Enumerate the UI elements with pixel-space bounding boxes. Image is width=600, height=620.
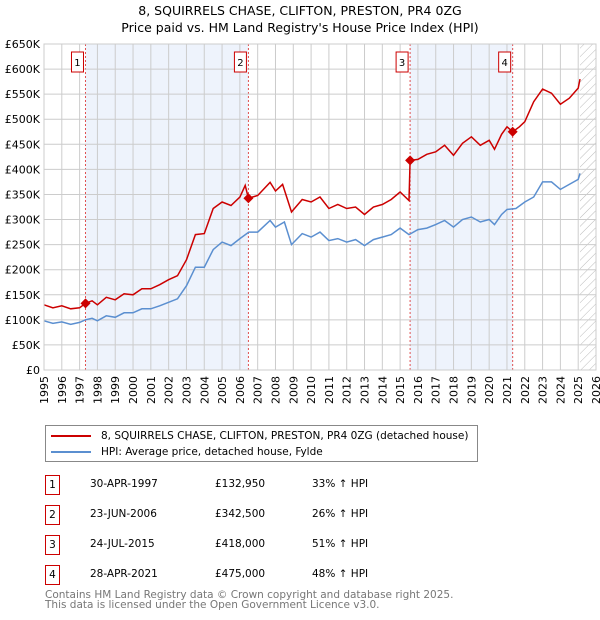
x-tick-label: 2001	[145, 376, 158, 404]
x-tick-label: 2024	[554, 376, 567, 404]
x-tick-label: 2009	[287, 376, 300, 404]
price-chart: 1 2 3 4 1995 1996 1997 1998 1999 2000 2001 2002 2003…	[5, 38, 600, 404]
y-tick-label: £200K	[5, 264, 41, 277]
x-tick-label: 2010	[305, 376, 318, 404]
legend-swatch-blue	[51, 451, 91, 453]
sale-point	[507, 126, 518, 137]
x-tick-label: 1997	[74, 376, 87, 404]
legend-label: 8, SQUIRRELS CHASE, CLIFTON, PRESTON, PR…	[101, 430, 469, 442]
legend-item-hpi: HPI: Average price, detached house, Fyld…	[51, 446, 323, 458]
transaction-row: 1 30-APR-1997 £132,950 33% ↑ HPI	[45, 475, 445, 495]
sale-point	[243, 193, 254, 204]
x-tick-label: 1999	[109, 376, 122, 404]
transaction-row: 2 23-JUN-2006 £342,500 26% ↑ HPI	[45, 505, 445, 525]
footer-copyright: Contains HM Land Registry data © Crown c…	[45, 589, 454, 601]
x-tick-label: 2018	[448, 376, 461, 404]
x-tick-label: 2008	[269, 376, 282, 404]
chart-subtitle: Price paid vs. HM Land Registry's House …	[121, 20, 479, 35]
footer-licence: This data is licensed under the Open Gov…	[45, 599, 380, 611]
x-tick-label: 2005	[216, 376, 229, 404]
x-tick-label: 2000	[127, 376, 140, 404]
transaction-hpi-change: 48% ↑ HPI	[312, 568, 369, 580]
x-tick-label: 2011	[323, 376, 336, 404]
x-tick-label: 2006	[234, 376, 247, 404]
transaction-price: £418,000	[215, 538, 266, 550]
hpi-line	[43, 173, 581, 326]
transaction-row: 4 28-APR-2021 £475,000 48% ↑ HPI	[45, 565, 445, 585]
x-tick-label: 1995	[38, 376, 51, 404]
sale-label: 3	[399, 58, 405, 69]
transaction-hpi-change: 51% ↑ HPI	[312, 538, 369, 550]
transaction-number-badge: 1	[45, 475, 60, 495]
y-tick-label: £350K	[5, 188, 41, 201]
legend-item-property: 8, SQUIRRELS CHASE, CLIFTON, PRESTON, PR…	[51, 430, 468, 442]
transaction-number-badge: 3	[45, 535, 60, 555]
transaction-date: 28-APR-2021	[90, 568, 158, 580]
sale-label-box	[498, 51, 512, 73]
x-tick-label: 2007	[252, 376, 265, 404]
transaction-row: 3 24-JUL-2015 £418,000 51% ↑ HPI	[45, 535, 445, 555]
plot-frame	[43, 43, 597, 371]
shaded-period	[85, 44, 249, 370]
sale-label: 4	[501, 58, 507, 69]
y-tick-label: £500K	[5, 113, 41, 126]
transaction-price: £342,500	[215, 508, 266, 520]
y-tick-label: £400K	[5, 163, 41, 176]
shaded-period	[410, 44, 513, 370]
y-tick-label: £450K	[5, 138, 41, 151]
property-price-line	[43, 78, 581, 310]
x-tick-label: 2014	[376, 376, 389, 404]
x-tick-label: 2015	[394, 376, 407, 404]
legend-swatch-red	[51, 435, 91, 437]
transaction-date: 30-APR-1997	[90, 478, 158, 490]
x-tick-label: 2026	[590, 376, 600, 404]
x-tick-label: 2023	[537, 376, 550, 404]
legend: 8, SQUIRRELS CHASE, CLIFTON, PRESTON, PR…	[45, 425, 478, 462]
y-tick-label: £250K	[5, 239, 41, 252]
y-tick-label: £100K	[5, 314, 41, 327]
sale-label: 1	[74, 58, 80, 69]
transaction-price: £132,950	[215, 478, 266, 490]
x-tick-label: 2004	[198, 376, 211, 404]
sale-label-box	[395, 51, 409, 73]
transaction-price: £475,000	[215, 568, 266, 580]
transaction-hpi-change: 33% ↑ HPI	[312, 478, 369, 490]
x-tick-label: 2016	[412, 376, 425, 404]
transaction-date: 23-JUN-2006	[90, 508, 157, 520]
x-tick-label: 2019	[465, 376, 478, 404]
sale-label: 2	[237, 58, 243, 69]
sale-label-box	[233, 51, 247, 73]
sale-point	[405, 155, 416, 166]
y-tick-label: £0	[26, 364, 40, 377]
transaction-number-badge: 2	[45, 505, 60, 525]
legend-label: HPI: Average price, detached house, Fyld…	[101, 446, 323, 458]
y-tick-label: £50K	[12, 339, 41, 352]
transaction-hpi-change: 26% ↑ HPI	[312, 508, 369, 520]
x-tick-label: 2021	[501, 376, 514, 404]
x-tick-label: 2022	[519, 376, 532, 404]
transaction-number-badge: 4	[45, 565, 60, 585]
x-tick-label: 2025	[572, 376, 585, 404]
x-tick-label: 1998	[91, 376, 104, 404]
x-tick-label: 2002	[163, 376, 176, 404]
transaction-date: 24-JUL-2015	[90, 538, 155, 550]
x-tick-label: 1996	[56, 376, 69, 404]
y-tick-label: £650K	[5, 38, 41, 51]
x-tick-label: 2012	[341, 376, 354, 404]
chart-title: 8, SQUIRRELS CHASE, CLIFTON, PRESTON, PR…	[138, 3, 462, 18]
y-tick-label: £550K	[5, 88, 41, 101]
x-tick-label: 2020	[483, 376, 496, 404]
y-tick-label: £600K	[5, 63, 41, 76]
y-tick-label: £300K	[5, 214, 41, 227]
sale-label-box	[70, 51, 84, 73]
x-tick-label: 2013	[359, 376, 372, 404]
x-tick-label: 2017	[430, 376, 443, 404]
sale-point	[80, 298, 91, 309]
forecast-hatch	[579, 44, 596, 370]
y-tick-label: £150K	[5, 289, 41, 302]
x-tick-label: 2003	[180, 376, 193, 404]
